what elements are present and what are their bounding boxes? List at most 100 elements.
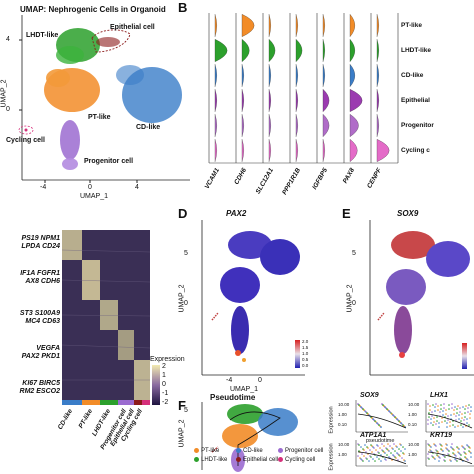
violin-CENPF-2 [376, 64, 379, 87]
panel-letter-f: F [178, 398, 186, 413]
heatmap-colorbar [152, 365, 160, 405]
subplot-SOX9 [355, 400, 408, 433]
violin-IGFBP5-4 [322, 113, 330, 138]
panel-d-cb-tick: 0.5 [302, 357, 309, 362]
violin-PPP1R1B-4 [295, 114, 298, 137]
heatmap [62, 230, 150, 400]
legend-label: Progenitor cell [285, 448, 324, 455]
violin-CDH6-2 [241, 64, 244, 87]
panel-d-xtick: 0 [258, 377, 262, 384]
violin-CENPF-3 [376, 89, 379, 112]
legend-item-4: Progenitor cell [278, 448, 323, 454]
panel-letter-b: B [178, 0, 188, 15]
subplot-ytick: 10.00 [338, 442, 350, 447]
violin-IGFBP5-3 [322, 88, 330, 113]
violin-PAX8-4 [349, 113, 359, 138]
subplot-KRT19 [425, 440, 474, 467]
panel-letter-e: E [342, 206, 351, 221]
subplot-ylabel: Expression [328, 443, 335, 471]
heatmap-cb-tick: 0 [162, 381, 166, 388]
heatmap-cb-tick: -2 [162, 399, 169, 406]
violin-row-label: Progenitor [401, 121, 434, 129]
subplot-gene-title: KRT19 [430, 432, 453, 439]
violin-CDH6-3 [241, 89, 244, 112]
violin-VCAM1-1 [214, 39, 228, 62]
violin-CDH6-5 [241, 139, 244, 162]
violin-SLC12A1-0 [268, 14, 271, 37]
panel-d-xlabel: UMAP_1 [230, 386, 259, 393]
legend-dot [194, 457, 199, 462]
panel-f-ytick: 5 [184, 407, 188, 414]
panel-d-cb-tick: 1.5 [302, 345, 309, 350]
subplot-gene-title: SOX9 [360, 392, 379, 399]
subplot-ytick: 1.00 [408, 452, 417, 457]
legend-item-2: CD-like [236, 448, 263, 454]
panel-e-plot [369, 220, 474, 376]
violin-IGFBP5-2 [322, 64, 325, 87]
violin-PAX8-3 [349, 89, 363, 112]
violin-SLC12A1-4 [268, 114, 271, 137]
violin-VCAM1-5 [214, 139, 217, 162]
umap-a-plot [18, 15, 190, 183]
violin-row-label: LHDT-like [401, 46, 431, 54]
violin-PPP1R1B-3 [295, 89, 298, 112]
label-epithelial: Epithelial cell [110, 24, 155, 31]
cluster-cycling-outline [18, 125, 34, 135]
heatmap-gene-group: VEGFA PAX2 PKD1 [21, 345, 60, 360]
legend-label: Cycling cell [285, 457, 316, 464]
legend-dot [278, 448, 283, 453]
violin-SLC12A1-1 [268, 38, 276, 63]
panel-d-ytick: 0 [184, 300, 188, 307]
violin-CENPF-4 [376, 114, 379, 137]
heatmap-bar-seg [82, 400, 100, 405]
violin-PAX8-2 [349, 63, 356, 88]
violin-PPP1R1B-2 [295, 64, 298, 87]
legend-label: CD-like [243, 448, 263, 455]
panel-e-ytick: 0 [352, 300, 356, 307]
heatmap-bar-seg [118, 400, 134, 405]
subplot-ytick: 1.00 [408, 412, 417, 417]
umap-a-xlabel: UMAP_1 [80, 193, 109, 200]
violin-PPP1R1B-1 [295, 38, 303, 63]
label-cycling: Cycling cell [6, 137, 45, 144]
violin-SLC12A1-3 [268, 89, 271, 112]
heatmap-gene-group: ST3 S100A9 MC4 CD63 [19, 310, 60, 325]
violin-row-label: CD-like [401, 71, 424, 79]
heatmap-bar-seg [134, 400, 142, 405]
heatmap-legend-title: Expression [150, 356, 185, 363]
umap-a-ytick: 0 [6, 106, 10, 113]
panel-d-cb-tick: 0.0 [302, 363, 309, 368]
subplot-gene-title: ATP1A1 [360, 432, 387, 439]
panel-f-ylabel: UMAP_2 [178, 419, 186, 448]
heatmap-cluster-bar [62, 400, 150, 405]
violin-VCAM1-4 [214, 114, 217, 137]
cluster-pt [44, 68, 100, 112]
violin-IGFBP5-1 [322, 39, 325, 62]
violin-VCAM1-2 [214, 64, 217, 87]
panel-letter-d: D [178, 206, 188, 221]
legend-dot [194, 448, 199, 453]
subplot-ATP1A1 [355, 440, 408, 467]
panel-d-title: PAX2 [226, 209, 247, 218]
subplot-ylabel: Expression [328, 406, 335, 434]
subplot-ytick: 1.00 [338, 452, 347, 457]
violin-VCAM1-3 [214, 89, 217, 112]
legend-label: Epithelial cell [243, 457, 279, 464]
violin-CENPF-0 [376, 14, 379, 37]
cluster-cd [116, 65, 182, 123]
violin-IGFBP5-0 [322, 14, 325, 37]
subplot-xlabel: pseudotime [366, 438, 395, 444]
heatmap-bar-seg [142, 400, 150, 405]
heatmap-gene-group: IF1A FGFR1 AX8 CDH6 [20, 270, 60, 285]
violin-CDH6-1 [241, 38, 250, 63]
heatmap-bar-seg [62, 400, 82, 405]
violin-CDH6-4 [241, 114, 244, 137]
label-lhdt: LHDT-like [26, 32, 59, 39]
legend-dot [236, 448, 241, 453]
subplot-ytick: 1.00 [338, 412, 347, 417]
umap-a-ylabel: UMAP_2 [0, 79, 8, 108]
legend-item-0: PT-like [194, 448, 219, 454]
umap-a-title: UMAP: Nephrogenic Cells in Organoid [20, 5, 166, 14]
violin-row-label: Epithelial [401, 96, 430, 104]
umap-a-xtick: 0 [88, 184, 92, 191]
